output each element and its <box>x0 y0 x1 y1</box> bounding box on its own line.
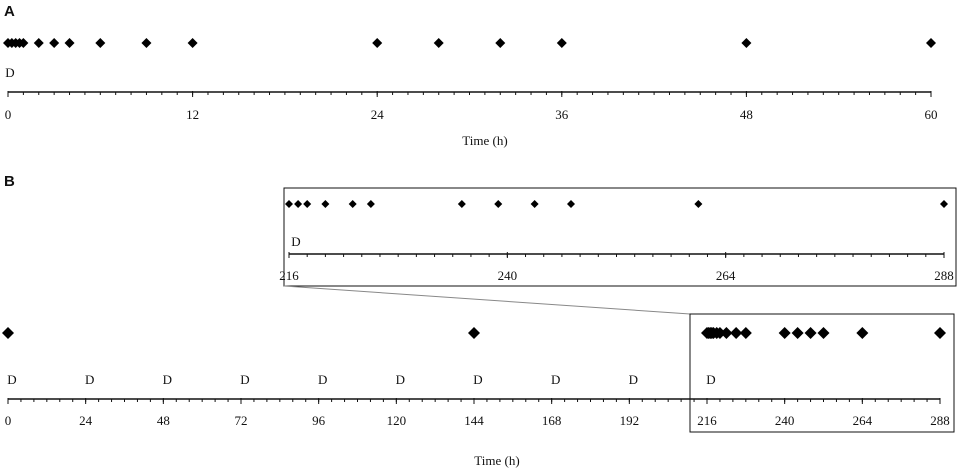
panel_b-sample-diamond <box>713 327 726 339</box>
panel_b-sample-diamond <box>817 327 830 339</box>
panel-a-tick-labels: 0 12 24 36 48 60 <box>5 107 938 122</box>
inset-sample-diamond <box>285 200 293 208</box>
panel_a-sample-diamond <box>433 38 444 48</box>
panel_b-sample-diamond <box>468 327 480 339</box>
panel_b-dose-label: D <box>396 372 405 387</box>
panel_b-tick-label: 72 <box>235 413 248 428</box>
panel_a-sample-diamond <box>741 38 752 48</box>
panel_b-dose-label: D <box>85 372 94 387</box>
panel_a-sample-diamond <box>926 38 936 48</box>
panel_b-tick-label: 288 <box>930 413 950 428</box>
inset-sample-markers <box>285 200 948 208</box>
panel_a-dose-label: D <box>5 65 14 80</box>
panel_b-tick-label: 24 <box>79 413 93 428</box>
panel_b-sample-diamond <box>791 327 804 339</box>
inset-dose-label: D <box>291 234 300 249</box>
inset-tick-label: 264 <box>716 268 736 283</box>
panel-a-ticks <box>7 91 932 97</box>
panel_a-sample-diamond <box>95 38 106 48</box>
panel_a-tick-label: 60 <box>925 107 938 122</box>
panel_b-dose-label: D <box>473 372 482 387</box>
panel_b-dose-label: D <box>163 372 172 387</box>
panel_b-tick-label: 144 <box>464 413 484 428</box>
panel_a-sample-diamond <box>18 38 29 48</box>
panel_a-tick-label: 12 <box>186 107 199 122</box>
inset-dose-markers: D <box>291 234 300 249</box>
inset-sample-diamond <box>457 200 466 208</box>
inset-sample-diamond <box>694 200 703 208</box>
inset-sample-diamond <box>940 200 948 208</box>
panel_a-sample-diamond <box>372 38 383 48</box>
panel_b-tick-label: 216 <box>697 413 717 428</box>
panel-b-tick-labels: 0 24 48 72 96 120 144 168 192 216 240 264 288 <box>5 413 950 428</box>
inset-sample-diamond <box>303 200 312 208</box>
panel_a-sample-diamond <box>49 38 60 48</box>
panel_b-sample-diamond <box>739 327 752 339</box>
panel_a-tick-label: 48 <box>740 107 753 122</box>
panel_a-sample-diamond <box>64 38 75 48</box>
panel_b-sample-diamond <box>2 327 14 339</box>
panel_b-dose-label: D <box>706 372 715 387</box>
panel-a: A D 0 12 24 36 48 60 Time (h) <box>3 3 938 148</box>
panel-a-axis-title: Time (h) <box>462 133 507 148</box>
panel-b-axis-title: Time (h) <box>474 453 519 468</box>
panel-a-sample-markers <box>3 38 936 48</box>
panel_a-tick-label: 24 <box>371 107 385 122</box>
panel_b-tick-label: 192 <box>620 413 640 428</box>
panel-b: B D 216 240 264 288 D D D D D D D D D D 0 24 48 72 96 120… <box>2 173 957 468</box>
panel_a-sample-diamond <box>556 38 567 48</box>
panel_b-sample-diamond <box>934 327 946 339</box>
panel-b-sample-markers <box>2 327 946 339</box>
inset-sample-diamond <box>494 200 503 208</box>
panel_b-tick-label: 264 <box>853 413 873 428</box>
inset-sample-diamond <box>530 200 539 208</box>
panel_b-tick-label: 168 <box>542 413 562 428</box>
inset-tick-label: 216 <box>279 268 299 283</box>
panel_b-tick-label: 96 <box>312 413 326 428</box>
panel_b-dose-label: D <box>551 372 560 387</box>
panel_a-tick-label: 36 <box>555 107 569 122</box>
panel_b-tick-label: 48 <box>157 413 170 428</box>
inset-connector-line <box>283 285 691 315</box>
inset-sample-diamond <box>321 200 330 208</box>
panel-a-dose-markers: D <box>5 65 14 80</box>
zoom-region-box <box>689 313 955 433</box>
panel_a-sample-diamond <box>495 38 506 48</box>
panel_b-dose-label: D <box>7 372 16 387</box>
panel_b-dose-label: D <box>318 372 327 387</box>
inset-tick-labels: 216 240 264 288 <box>279 268 954 283</box>
panel_a-sample-diamond <box>33 38 44 48</box>
panel-a-label: A <box>4 3 15 20</box>
panel_b-sample-diamond <box>720 327 733 339</box>
inset-sample-diamond <box>348 200 357 208</box>
panel_b-dose-label: D <box>629 372 638 387</box>
panel_a-sample-diamond <box>141 38 152 48</box>
panel_b-dose-label: D <box>240 372 249 387</box>
inset-box <box>283 187 957 287</box>
panel_a-sample-diamond <box>187 38 198 48</box>
panel_b-sample-diamond <box>856 327 869 339</box>
inset-ticks <box>288 252 945 258</box>
inset-sample-diamond <box>294 200 303 208</box>
panel_b-tick-label: 240 <box>775 413 795 428</box>
panel_b-sample-diamond <box>730 327 743 339</box>
inset-sample-diamond <box>567 200 576 208</box>
panel_b-tick-label: 120 <box>387 413 407 428</box>
inset-tick-label: 240 <box>498 268 518 283</box>
panel_b-tick-label: 0 <box>5 413 12 428</box>
inset-tick-label: 288 <box>934 268 954 283</box>
panel_b-sample-diamond <box>804 327 817 339</box>
panel-b-label: B <box>4 173 15 190</box>
panel_b-sample-diamond <box>778 327 791 339</box>
panel_a-tick-label: 0 <box>5 107 12 122</box>
panel-b-ticks <box>7 398 941 404</box>
inset-sample-diamond <box>366 200 375 208</box>
